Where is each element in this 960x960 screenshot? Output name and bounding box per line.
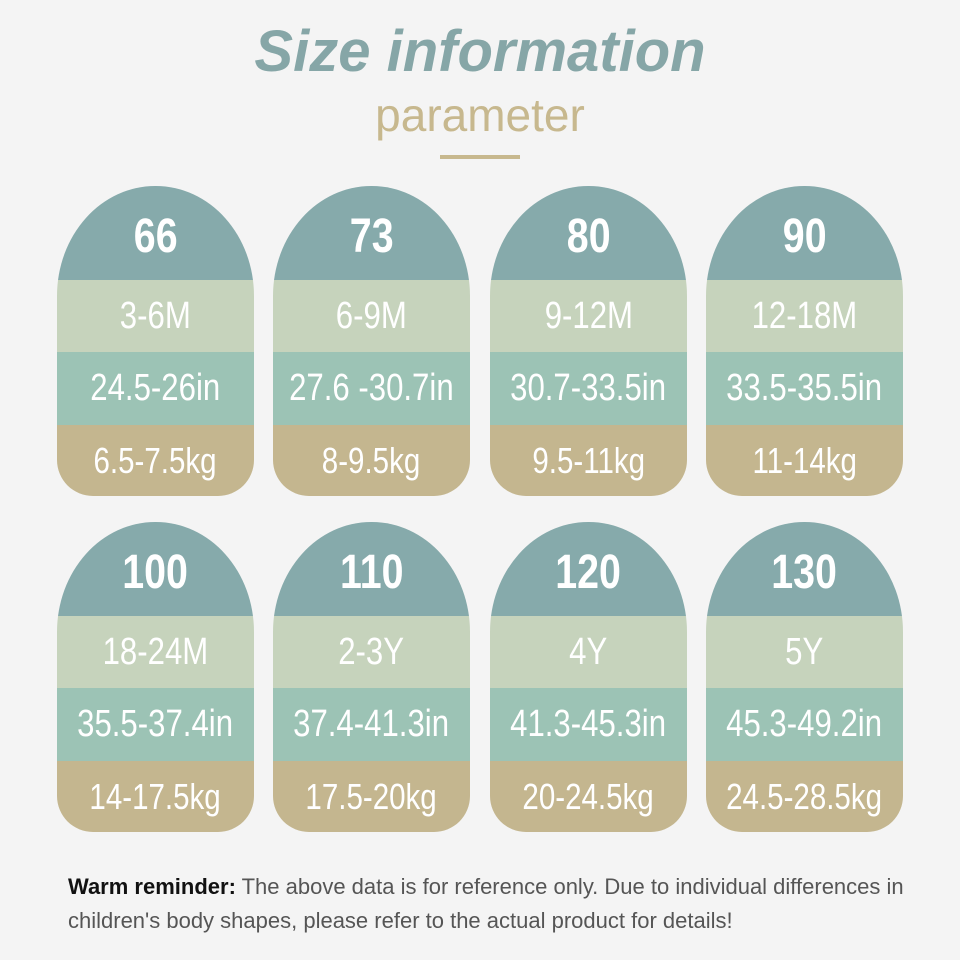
reminder-text: The above data is for reference only. Du… xyxy=(68,874,904,933)
weight-band: 17.5-20kg xyxy=(273,761,470,832)
size-card: 110 2-3Y 37.4-41.3in 17.5-20kg xyxy=(273,522,470,832)
age-text: 2-3Y xyxy=(338,630,405,673)
size-text: 90 xyxy=(782,209,827,263)
size-card: 100 18-24M 35.5-37.4in 14-17.5kg xyxy=(57,522,254,832)
age-text: 12-18M xyxy=(751,294,858,337)
height-band: 37.4-41.3in xyxy=(273,688,470,761)
size-band: 100 xyxy=(57,522,254,616)
size-card: 73 6-9M 27.6 -30.7in 8-9.5kg xyxy=(273,186,470,496)
reminder-label: Warm reminder: xyxy=(68,874,236,899)
weight-band: 9.5-11kg xyxy=(490,425,687,496)
height-band: 41.3-45.3in xyxy=(490,688,687,761)
size-band: 90 xyxy=(706,186,903,280)
height-text: 33.5-35.5in xyxy=(726,367,883,409)
weight-text: 8-9.5kg xyxy=(322,439,421,481)
height-band: 27.6 -30.7in xyxy=(273,352,470,425)
age-text: 18-24M xyxy=(102,630,209,673)
age-band: 4Y xyxy=(490,616,687,688)
size-band: 80 xyxy=(490,186,687,280)
weight-text: 14-17.5kg xyxy=(89,775,222,817)
size-text: 120 xyxy=(555,545,622,599)
age-text: 5Y xyxy=(785,630,824,673)
height-band: 33.5-35.5in xyxy=(706,352,903,425)
reminder: Warm reminder: The above data is for ref… xyxy=(68,870,908,938)
height-band: 35.5-37.4in xyxy=(57,688,254,761)
age-text: 3-6M xyxy=(119,294,191,337)
age-text: 9-12M xyxy=(544,294,633,337)
size-band: 66 xyxy=(57,186,254,280)
weight-text: 11-14kg xyxy=(752,439,857,481)
size-text: 100 xyxy=(122,545,189,599)
size-card: 130 5Y 45.3-49.2in 24.5-28.5kg xyxy=(706,522,903,832)
age-band: 2-3Y xyxy=(273,616,470,688)
height-text: 24.5-26in xyxy=(90,367,221,409)
subtitle: parameter xyxy=(375,89,585,141)
size-text: 110 xyxy=(339,545,404,599)
height-text: 30.7-33.5in xyxy=(510,367,667,409)
size-text: 80 xyxy=(566,209,611,263)
height-text: 35.5-37.4in xyxy=(77,703,234,745)
weight-text: 20-24.5kg xyxy=(522,775,655,817)
age-band: 6-9M xyxy=(273,280,470,352)
weight-text: 24.5-28.5kg xyxy=(726,775,883,817)
height-band: 45.3-49.2in xyxy=(706,688,903,761)
weight-text: 9.5-11kg xyxy=(532,439,645,481)
weight-band: 8-9.5kg xyxy=(273,425,470,496)
height-band: 30.7-33.5in xyxy=(490,352,687,425)
age-band: 9-12M xyxy=(490,280,687,352)
age-band: 5Y xyxy=(706,616,903,688)
height-text: 27.6 -30.7in xyxy=(289,367,454,409)
age-band: 18-24M xyxy=(57,616,254,688)
size-text: 66 xyxy=(133,209,178,263)
weight-band: 11-14kg xyxy=(706,425,903,496)
weight-text: 17.5-20kg xyxy=(305,775,438,817)
age-band: 3-6M xyxy=(57,280,254,352)
size-band: 120 xyxy=(490,522,687,616)
size-text: 73 xyxy=(349,209,394,263)
weight-band: 24.5-28.5kg xyxy=(706,761,903,832)
divider xyxy=(440,155,520,159)
size-band: 73 xyxy=(273,186,470,280)
age-band: 12-18M xyxy=(706,280,903,352)
size-card: 80 9-12M 30.7-33.5in 9.5-11kg xyxy=(490,186,687,496)
weight-band: 20-24.5kg xyxy=(490,761,687,832)
title: Size information xyxy=(254,19,706,84)
weight-text: 6.5-7.5kg xyxy=(93,439,218,481)
height-text: 37.4-41.3in xyxy=(293,703,450,745)
height-band: 24.5-26in xyxy=(57,352,254,425)
size-card: 66 3-6M 24.5-26in 6.5-7.5kg xyxy=(57,186,254,496)
size-band: 130 xyxy=(706,522,903,616)
height-text: 45.3-49.2in xyxy=(726,703,883,745)
age-text: 4Y xyxy=(569,630,608,673)
weight-band: 14-17.5kg xyxy=(57,761,254,832)
size-band: 110 xyxy=(273,522,470,616)
size-card: 90 12-18M 33.5-35.5in 11-14kg xyxy=(706,186,903,496)
height-text: 41.3-45.3in xyxy=(510,703,667,745)
size-card: 120 4Y 41.3-45.3in 20-24.5kg xyxy=(490,522,687,832)
age-text: 6-9M xyxy=(335,294,407,337)
size-text: 130 xyxy=(771,545,838,599)
weight-band: 6.5-7.5kg xyxy=(57,425,254,496)
